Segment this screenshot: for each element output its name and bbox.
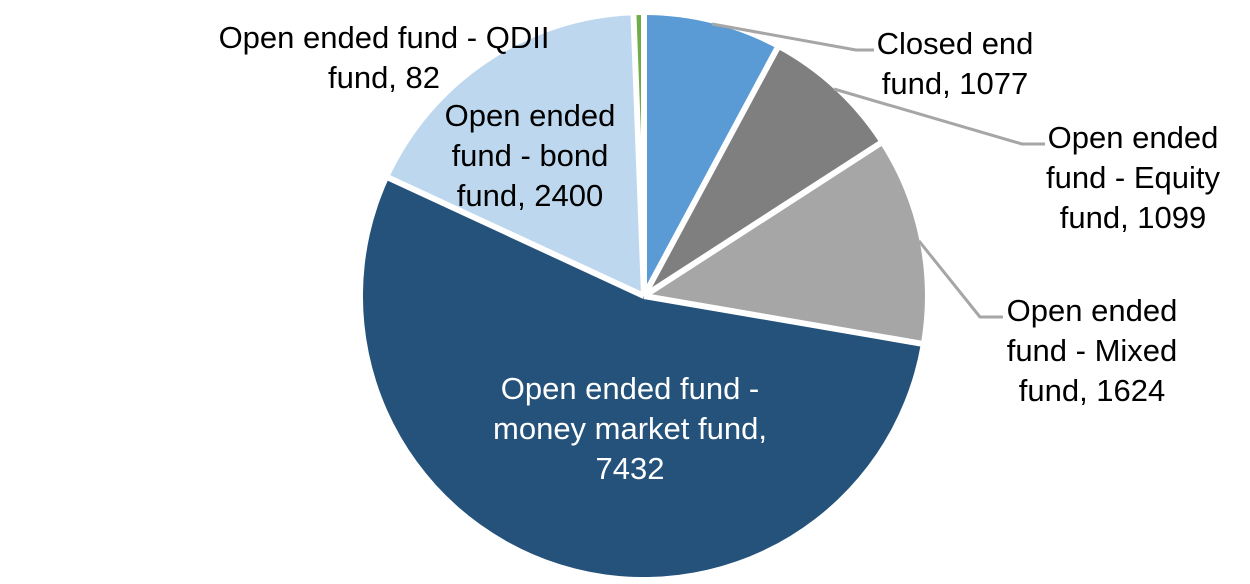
slice-separator [641, 45, 781, 298]
pie-slice-2 [644, 143, 925, 344]
data-label-closed-end-fund: Closed end fund, 1077 [876, 26, 1034, 101]
data-label-mixed-fund: Open ended fund - Mixed fund, 1624 [1006, 293, 1178, 408]
pie-slice-1 [644, 48, 880, 296]
slice-separator [643, 293, 924, 347]
leader-line-closed-end-fund [711, 22, 874, 52]
slice-separator [642, 139, 884, 299]
data-label-money-market-fund: Open ended fund - money market fund, 743… [493, 371, 767, 486]
pie-slice-4 [389, 15, 644, 296]
leader-line-mixed-fund [917, 240, 1003, 319]
data-label-equity-fund: Open ended fund - Equity fund, 1099 [1045, 120, 1221, 235]
pie-slice-3 [362, 177, 921, 578]
data-label-bond-fund: Open ended fund - bond fund, 2400 [444, 98, 616, 213]
leader-line-equity-fund [833, 87, 1045, 146]
data-label-qdii-fund: Open ended fund - QDII fund, 82 [218, 20, 550, 95]
pie-slice-0 [644, 14, 778, 296]
slice-separator [385, 174, 646, 299]
